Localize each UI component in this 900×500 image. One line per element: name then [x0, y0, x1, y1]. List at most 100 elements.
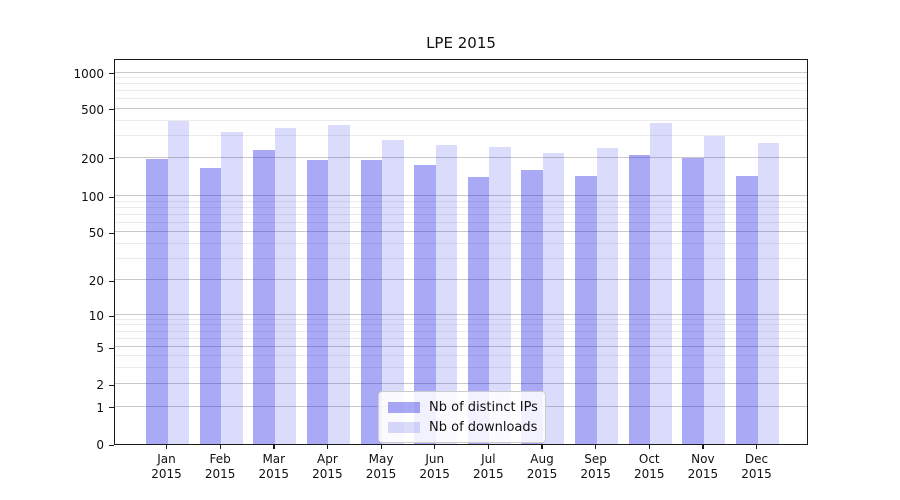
bar-downloads-may [382, 139, 404, 444]
legend-label-distinct-ips: Nb of distinct IPs [429, 399, 538, 415]
x-tick-label: Jun 2015 [408, 452, 462, 482]
x-tick-label-year: 2015 [151, 467, 182, 481]
y-tick-mark [109, 407, 114, 409]
bar-distinct-ips-jul [467, 177, 490, 444]
bar-downloads-nov [703, 135, 726, 444]
y-tick-label: 1000 [73, 66, 104, 81]
bar-distinct-ips-oct [628, 154, 651, 444]
legend-item-downloads: Nb of downloads [388, 417, 538, 437]
y-tick-mark [109, 73, 114, 75]
x-tick-mark [273, 445, 275, 449]
x-tick-label-year: 2015 [580, 467, 611, 481]
x-tick-label: Apr 2015 [300, 452, 354, 482]
minor-gridline [115, 258, 807, 260]
bar-downloads-dec [757, 142, 780, 444]
x-tick-label: Sep 2015 [569, 452, 623, 482]
bar-distinct-ips-apr [306, 160, 329, 444]
x-tick-label-year: 2015 [473, 467, 504, 481]
minor-gridline [115, 355, 807, 357]
minor-gridline [115, 200, 807, 202]
x-tick-mark [702, 445, 704, 449]
minor-gridline [115, 324, 807, 326]
minor-gridline [115, 206, 807, 208]
y-tick-label: 2 [96, 378, 104, 393]
minor-gridline [115, 90, 807, 92]
chart-title: LPE 2015 [426, 34, 496, 52]
x-tick-mark [434, 445, 436, 449]
x-tick-label-year: 2015 [687, 467, 719, 481]
x-tick-mark [595, 445, 597, 449]
bar-downloads-jul [489, 146, 511, 444]
x-tick-label-year: 2015 [204, 467, 236, 481]
y-tick-label: 500 [81, 102, 104, 117]
x-tick-label: Aug 2015 [515, 452, 569, 482]
y-tick-mark [109, 232, 114, 235]
y-tick-label: 200 [81, 151, 104, 166]
bar-distinct-ips-may [360, 160, 383, 444]
bar-downloads-feb [221, 132, 243, 444]
bar-downloads-oct [650, 122, 672, 444]
minor-gridline [115, 213, 807, 215]
bar-distinct-ips-nov [682, 157, 704, 444]
minor-gridline [115, 77, 807, 79]
x-tick-label: Oct 2015 [622, 452, 676, 482]
y-tick-mark [109, 196, 114, 198]
y-tick-mark [109, 347, 114, 349]
y-tick-label: 10 [88, 309, 104, 324]
major-gridline [115, 195, 807, 197]
bar-distinct-ips-feb [199, 168, 222, 444]
major-gridline [115, 107, 807, 109]
x-tick-mark [219, 445, 221, 449]
bar-downloads-jun [435, 144, 458, 444]
legend: Nb of distinct IPs Nb of downloads [378, 391, 546, 443]
x-tick-label-year: 2015 [258, 467, 290, 481]
minor-gridline [115, 221, 807, 223]
x-tick-mark [648, 445, 651, 449]
bar-downloads-jan [167, 121, 189, 444]
x-tick-label-year: 2015 [312, 467, 343, 481]
bar-distinct-ips-sep [575, 175, 597, 444]
minor-gridline [115, 119, 807, 121]
major-gridline [115, 346, 807, 348]
y-tick-mark [109, 384, 114, 386]
y-tick-mark [109, 280, 114, 283]
x-tick-mark [541, 445, 543, 449]
minor-gridline [115, 243, 807, 245]
minor-gridline [115, 330, 807, 332]
bar-downloads-aug [542, 152, 565, 444]
minor-gridline [115, 134, 807, 136]
x-tick-label: May 2015 [354, 452, 408, 482]
x-tick-label: Jan 2015 [140, 452, 194, 482]
x-tick-label-year: 2015 [419, 467, 450, 481]
plot-area [114, 59, 808, 445]
major-gridline [115, 231, 807, 233]
x-tick-label-year: 2015 [633, 467, 665, 481]
x-tick-mark [380, 445, 382, 449]
x-tick-label-year: 2015 [365, 467, 397, 481]
x-tick-label: Nov 2015 [676, 452, 730, 482]
x-tick-label: Feb 2015 [193, 452, 247, 482]
y-tick-label: 0 [96, 438, 104, 452]
y-tick-mark [109, 109, 114, 111]
bar-downloads-mar [274, 127, 297, 444]
bar-distinct-ips-dec [736, 175, 758, 444]
minor-gridline [115, 366, 807, 368]
x-tick-label-year: 2015 [526, 467, 558, 481]
x-tick-mark [756, 445, 758, 449]
major-gridline [115, 383, 807, 385]
minor-gridline [115, 83, 807, 85]
x-tick-mark [487, 445, 490, 449]
legend-swatch-downloads [388, 421, 420, 433]
major-gridline [115, 314, 807, 316]
x-tick-mark [326, 445, 329, 449]
y-tick-label: 20 [88, 274, 104, 289]
bar-downloads-apr [328, 125, 350, 444]
legend-label-downloads: Nb of downloads [429, 419, 538, 435]
bar-downloads-sep [596, 147, 619, 444]
minor-gridline [115, 318, 807, 320]
x-tick-label: Jul 2015 [461, 452, 515, 482]
x-tick-label: Mar 2015 [247, 452, 301, 482]
x-tick-label: Dec 2015 [730, 452, 784, 482]
legend-item-distinct-ips: Nb of distinct IPs [388, 397, 538, 417]
